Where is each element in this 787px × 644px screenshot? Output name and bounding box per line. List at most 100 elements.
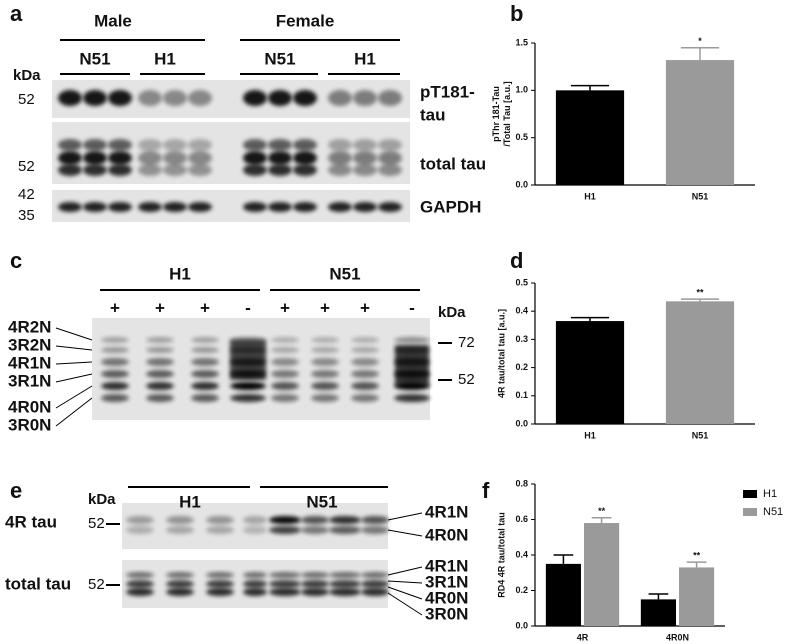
group-label: Male bbox=[94, 11, 132, 30]
band bbox=[378, 151, 402, 165]
band bbox=[268, 90, 292, 106]
band bbox=[191, 347, 219, 353]
y-tick-label: 0.0 bbox=[515, 620, 528, 630]
group-label: N51 bbox=[306, 492, 337, 511]
isoform-label: 4R1N bbox=[425, 502, 468, 521]
band bbox=[243, 139, 267, 151]
legend-swatch bbox=[743, 490, 757, 498]
leader-line bbox=[387, 529, 423, 537]
band bbox=[138, 202, 162, 212]
band bbox=[191, 394, 219, 402]
band bbox=[138, 139, 162, 151]
isoform-label: 4R1N bbox=[8, 353, 51, 372]
band bbox=[126, 526, 154, 534]
panel-letter: a bbox=[10, 1, 23, 26]
band bbox=[126, 572, 154, 578]
band bbox=[83, 151, 107, 165]
band bbox=[268, 139, 292, 151]
lane-label: + bbox=[280, 298, 290, 317]
band bbox=[126, 588, 154, 596]
leader-line bbox=[387, 580, 423, 584]
bar bbox=[665, 60, 735, 185]
leader-line bbox=[55, 327, 93, 341]
band bbox=[146, 347, 174, 353]
y-tick-label: 0.4 bbox=[515, 549, 528, 559]
band bbox=[329, 516, 361, 524]
band bbox=[301, 580, 329, 588]
leader-line bbox=[55, 385, 93, 409]
band bbox=[271, 394, 299, 402]
isoform-label: 4R0N bbox=[425, 588, 468, 607]
isoform-label: 3R0N bbox=[8, 415, 51, 434]
lane-label: + bbox=[200, 298, 210, 317]
isoform-label: 3R2N bbox=[8, 335, 51, 354]
band bbox=[188, 139, 212, 151]
band bbox=[101, 394, 129, 402]
band bbox=[163, 151, 187, 165]
band bbox=[328, 164, 352, 176]
band bbox=[329, 526, 361, 534]
band bbox=[126, 516, 154, 524]
isoform-label: 3R1N bbox=[425, 572, 468, 591]
band bbox=[146, 370, 174, 378]
band bbox=[83, 139, 107, 151]
band bbox=[353, 151, 377, 165]
lane-label: H1 bbox=[154, 49, 176, 68]
x-tick-label: H1 bbox=[584, 430, 596, 440]
lane-label: + bbox=[360, 298, 370, 317]
band bbox=[271, 358, 299, 366]
x-tick-label: N51 bbox=[692, 430, 709, 440]
band bbox=[351, 394, 379, 402]
band bbox=[108, 151, 132, 165]
band bbox=[353, 202, 377, 212]
panel-letter: c bbox=[10, 248, 22, 273]
band bbox=[163, 90, 187, 106]
band bbox=[311, 370, 339, 378]
band bbox=[311, 347, 339, 353]
y-tick-label: 0.6 bbox=[515, 514, 528, 524]
band bbox=[378, 202, 402, 212]
band bbox=[269, 588, 301, 596]
band bbox=[108, 164, 132, 176]
lane-label: + bbox=[110, 298, 120, 317]
band bbox=[101, 337, 129, 343]
row-label: total tau bbox=[5, 574, 71, 593]
band bbox=[58, 90, 82, 106]
marker-label: 52 bbox=[458, 371, 475, 388]
error-bar bbox=[680, 298, 720, 302]
x-tick-label: H1 bbox=[584, 191, 596, 201]
y-tick-label: 0.5 bbox=[515, 132, 528, 142]
band bbox=[243, 90, 267, 106]
band bbox=[206, 580, 234, 588]
group-label: H1 bbox=[179, 492, 201, 511]
band bbox=[311, 358, 339, 366]
band bbox=[378, 139, 402, 151]
band bbox=[293, 90, 317, 106]
band bbox=[293, 164, 317, 176]
error-bar bbox=[553, 554, 574, 564]
band bbox=[394, 394, 430, 402]
panel-letter: d bbox=[510, 248, 523, 273]
marker-label: 52 bbox=[18, 158, 35, 175]
lane-label: N51 bbox=[79, 49, 110, 68]
band bbox=[353, 139, 377, 151]
error-bar bbox=[570, 84, 610, 91]
leader-line bbox=[387, 586, 423, 600]
x-tick-label: 4R0N bbox=[666, 632, 689, 642]
band bbox=[361, 572, 389, 578]
band bbox=[378, 164, 402, 176]
y-tick-label: 0.0 bbox=[515, 418, 528, 428]
y-tick-label: 0.0 bbox=[515, 179, 528, 189]
band bbox=[101, 382, 129, 390]
band bbox=[271, 347, 299, 353]
marker-label: 52 bbox=[88, 576, 105, 593]
x-tick-label: 4R bbox=[577, 632, 589, 642]
y-tick-label: 0.4 bbox=[515, 306, 528, 316]
band bbox=[126, 580, 154, 588]
band bbox=[138, 164, 162, 176]
band bbox=[361, 580, 389, 588]
lane-label: + bbox=[155, 298, 165, 317]
band bbox=[191, 370, 219, 378]
band bbox=[293, 202, 317, 212]
group-label: Female bbox=[276, 11, 335, 30]
